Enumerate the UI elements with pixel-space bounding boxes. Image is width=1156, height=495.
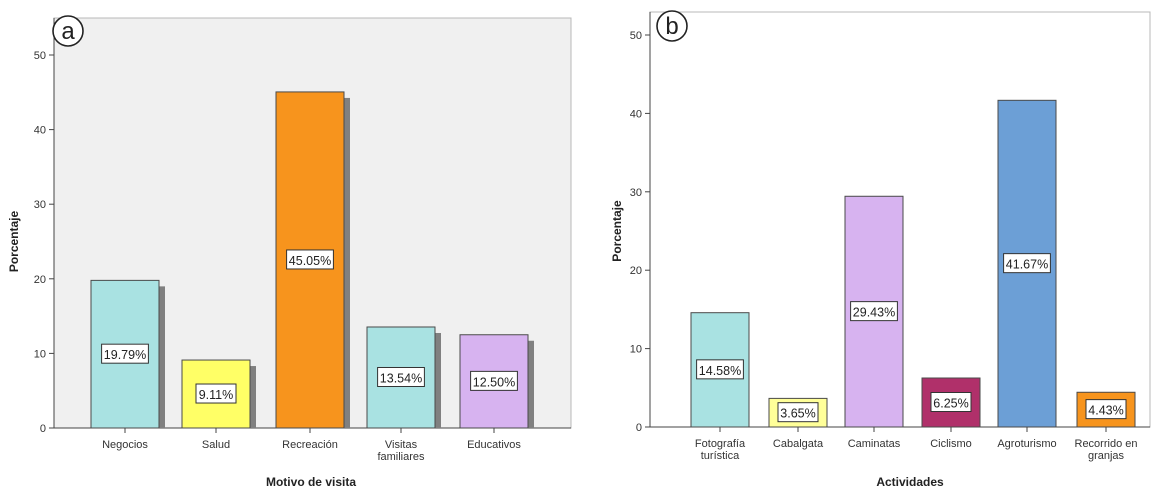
data-label-visitas-familiares: 13.54% [380,371,422,385]
x-tick-label-visitas-familiares: Visitas [385,439,418,451]
data-label-box-agroturismo [1003,253,1051,274]
x-tick-label-recorrido-en-granjas: granjas [1088,450,1125,462]
y-axis-label: Porcentaje [610,200,624,262]
data-label-box-educativos [470,370,518,391]
data-label-recorrido-en-granjas: 4.43% [1088,404,1123,418]
bar-chart-motivo-de-visita: 0 10 20 30 40 50 Porcentaje 19.79% Negocios 9.11%… [7,15,572,489]
y-tick-label: 40 [34,125,46,137]
x-tick-label-recorrido-en-granjas: Recorrido en [1075,438,1138,450]
y-tick-label: 30 [630,187,642,199]
y-tick-label: 20 [34,274,46,286]
x-tick-label-negocios: Negocios [102,439,148,451]
y-tick-label: 10 [34,348,46,360]
data-label-box-ciclismo [930,392,972,412]
y-tick-label: 0 [40,423,46,435]
y-tick-label: 50 [34,50,46,62]
y-tick-label: 0 [636,422,642,434]
x-tick-label-recreacion: Recreación [282,439,338,451]
data-label-educativos: 12.50% [473,375,515,389]
data-label-fotografia-turistica: 14.58% [699,364,741,378]
x-tick-label-cabalgata: Cabalgata [773,438,824,450]
x-axis-label: Actividades [876,475,944,489]
panel-label: a [61,18,75,45]
y-tick-label: 10 [630,344,642,356]
data-label-box-salud [195,383,237,404]
panel-label-circle [656,10,688,42]
x-tick-label-educativos: Educativos [467,439,521,451]
chart-panel-a: 0 10 20 30 40 50 Porcentaje 19.79% Negocios 9.11%… [0,0,580,490]
data-label-box-caminatas [850,301,898,322]
data-label-box-fotografia-turistica [696,359,744,380]
data-label-cabalgata: 3.65% [780,407,815,421]
data-label-box-recreacion [286,249,334,270]
x-tick-label-salud: Salud [202,439,230,451]
y-tick-label: 30 [34,199,46,211]
data-label-recreacion: 45.05% [289,254,331,268]
data-label-box-cabalgata [777,402,819,423]
y-axis-label: Porcentaje [7,210,21,272]
x-axis-label: Motivo de visita [266,475,356,489]
x-tick-label-ciclismo: Ciclismo [930,438,972,450]
data-label-caminatas: 29.43% [853,306,895,320]
y-tick-label: 40 [630,108,642,120]
panel-label: b [665,13,678,40]
x-tick-label-visitas-familiares: familiares [377,451,425,463]
chart-panel-b: 0 10 20 30 40 50 Porcentaje 14.58% Fotografía tur… [590,0,1156,490]
data-label-box-negocios [101,343,149,364]
y-tick-label: 20 [630,265,642,277]
data-label-salud: 9.11% [199,388,234,402]
data-label-agroturismo: 41.67% [1006,258,1048,272]
data-label-box-visitas-familiares [377,366,425,387]
data-label-negocios: 19.79% [104,348,146,362]
x-tick-label-caminatas: Caminatas [848,438,901,450]
x-tick-label-fotografia-turistica: Fotografía [695,438,746,450]
panel-label-circle [52,15,84,47]
data-label-box-recorrido-en-granjas [1085,399,1127,420]
x-tick-label-fotografia-turistica: turística [701,450,740,462]
x-tick-label-agroturismo: Agroturismo [997,438,1056,450]
bar-chart-actividades: 0 10 20 30 40 50 Porcentaje 14.58% Fotografíatur… [610,10,1151,489]
y-tick-label: 50 [630,30,642,42]
data-label-ciclismo: 6.25% [933,397,968,411]
